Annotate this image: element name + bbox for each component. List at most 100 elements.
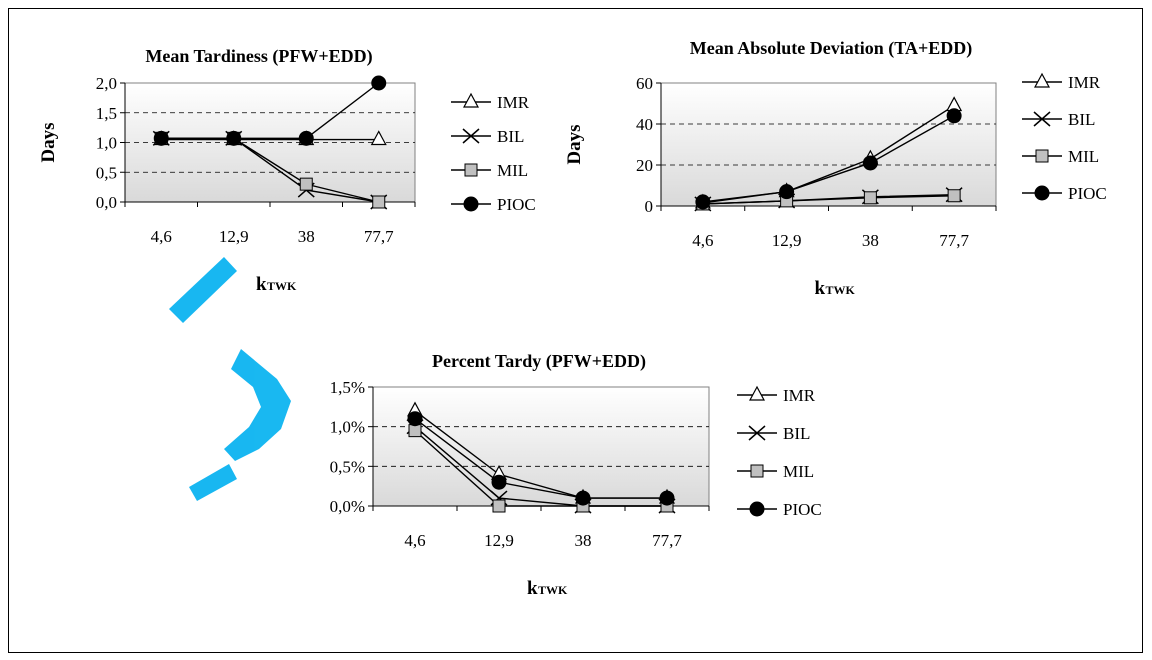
legend-item-imr: IMR: [737, 385, 816, 405]
data-point: [491, 474, 507, 490]
legend-marker: [463, 196, 479, 212]
chart-title: Mean Tardiness (PFW+EDD): [145, 46, 372, 67]
x-tick-label: 4,6: [404, 531, 425, 550]
legend-marker: [1035, 149, 1049, 163]
y-tick-label: 0,5%: [330, 457, 365, 476]
chart-layer: Mean Tardiness (PFW+EDD) Days 0,0 0,5 1,0 1,5…: [38, 38, 1107, 599]
data-point: [299, 177, 313, 191]
figure-frame: Mean Tardiness (PFW+EDD) Days 0,0 0,5 1,0 1,5…: [8, 8, 1143, 653]
legend-item-bil: BIL: [1022, 110, 1095, 129]
chart-3: Percent Tardy (PFW+EDD) 0,0% 0,5% 1,0% 1,5% 4…: [330, 351, 822, 599]
legend-label: PIOC: [497, 195, 536, 214]
legend-marker: [748, 425, 766, 441]
chart-1: Mean Tardiness (PFW+EDD) Days 0,0 0,5 1,0 1,5…: [38, 46, 536, 295]
series-pioc: [153, 75, 387, 146]
y-axis-label: Days: [38, 122, 59, 162]
data-point: [862, 155, 878, 171]
chart-title: Mean Absolute Deviation (TA+EDD): [690, 38, 972, 59]
x-tick-label: 4,6: [692, 231, 713, 250]
x-axis-label-subscript: TWK: [538, 583, 568, 597]
y-tick-label: 1,0: [96, 134, 117, 153]
legend-item-mil: MIL: [1022, 147, 1099, 166]
legend-label: BIL: [783, 424, 810, 443]
x-tick-label: 77,7: [652, 531, 682, 550]
x-tick-label: 12,9: [772, 231, 802, 250]
data-point: [226, 130, 242, 146]
legend-item-pioc: PIOC: [1022, 184, 1107, 203]
x-tick-label: 38: [298, 227, 315, 246]
legend-label: PIOC: [783, 500, 822, 519]
data-point: [407, 411, 423, 427]
plot-area: [372, 386, 710, 507]
legend-marker: [462, 128, 480, 144]
legend-marker: [1033, 111, 1051, 127]
data-point: [371, 75, 387, 91]
series-line: [414, 418, 667, 499]
legend-item-bil: BIL: [451, 127, 524, 146]
legend-item-pioc: PIOC: [451, 195, 536, 214]
y-tick-label: 60: [636, 74, 653, 93]
legend-item-bil: BIL: [737, 424, 810, 443]
data-point: [370, 130, 387, 146]
legend-label: MIL: [783, 462, 814, 481]
chart-title: Percent Tardy (PFW+EDD): [432, 351, 646, 372]
legend-marker: [749, 501, 765, 517]
watermark: [169, 257, 291, 501]
series-line: [702, 115, 955, 203]
data-point: [863, 191, 877, 205]
x-axis-label: k: [527, 578, 538, 599]
x-tick-label: 77,7: [939, 231, 969, 250]
series-pioc: [407, 411, 675, 506]
x-axis-label: k: [256, 274, 267, 295]
legend-label: IMR: [1068, 73, 1101, 92]
x-axis-label-subscript: TWK: [826, 283, 856, 297]
data-point: [947, 189, 961, 203]
legend-marker: [750, 464, 764, 478]
data-point: [298, 130, 314, 146]
legend-item-imr: IMR: [451, 92, 530, 112]
legend-marker: [1034, 185, 1050, 201]
series-line: [702, 195, 955, 205]
y-tick-label: 1,5%: [330, 378, 365, 397]
x-tick-label: 77,7: [364, 227, 394, 246]
plot-area: [660, 82, 997, 207]
y-tick-label: 20: [636, 156, 653, 175]
y-tick-label: 0,5: [96, 163, 117, 182]
legend-marker: [1033, 72, 1051, 88]
x-tick-label: 38: [575, 531, 592, 550]
series-line: [161, 82, 380, 140]
legend-label: MIL: [1068, 147, 1099, 166]
y-tick-label: 2,0: [96, 74, 117, 93]
data-point: [779, 184, 795, 200]
charts-figure: Mean Tardiness (PFW+EDD) Days 0,0 0,5 1,0 1,5…: [38, 38, 1107, 599]
x-tick-label: 38: [862, 231, 879, 250]
data-point: [575, 490, 591, 506]
legend-label: IMR: [783, 386, 816, 405]
legend-marker: [748, 385, 766, 401]
y-tick-label: 0,0: [96, 193, 117, 212]
legend-label: MIL: [497, 161, 528, 180]
x-axis-label-subscript: TWK: [267, 279, 297, 293]
legend-item-imr: IMR: [1022, 72, 1101, 92]
data-point: [695, 194, 711, 210]
x-tick-label: 4,6: [151, 227, 172, 246]
legend-label: IMR: [497, 93, 530, 112]
y-tick-label: 0: [645, 197, 654, 216]
data-point: [659, 490, 675, 506]
x-tick-label: 12,9: [484, 531, 514, 550]
legend-marker: [462, 92, 480, 108]
legend-item-pioc: PIOC: [737, 500, 822, 519]
data-point: [372, 195, 386, 209]
legend-marker: [464, 163, 478, 177]
chart-2: Mean Absolute Deviation (TA+EDD) Days 0 20 4…: [564, 38, 1107, 299]
data-point: [946, 108, 962, 124]
data-point: [408, 424, 422, 438]
x-axis-label: k: [815, 278, 826, 299]
legend-item-mil: MIL: [451, 161, 528, 180]
y-tick-label: 1,5: [96, 104, 117, 123]
data-point: [153, 130, 169, 146]
x-tick-label: 12,9: [219, 227, 249, 246]
y-axis-label: Days: [564, 124, 585, 164]
y-tick-label: 40: [636, 115, 653, 134]
series-line: [414, 430, 667, 507]
